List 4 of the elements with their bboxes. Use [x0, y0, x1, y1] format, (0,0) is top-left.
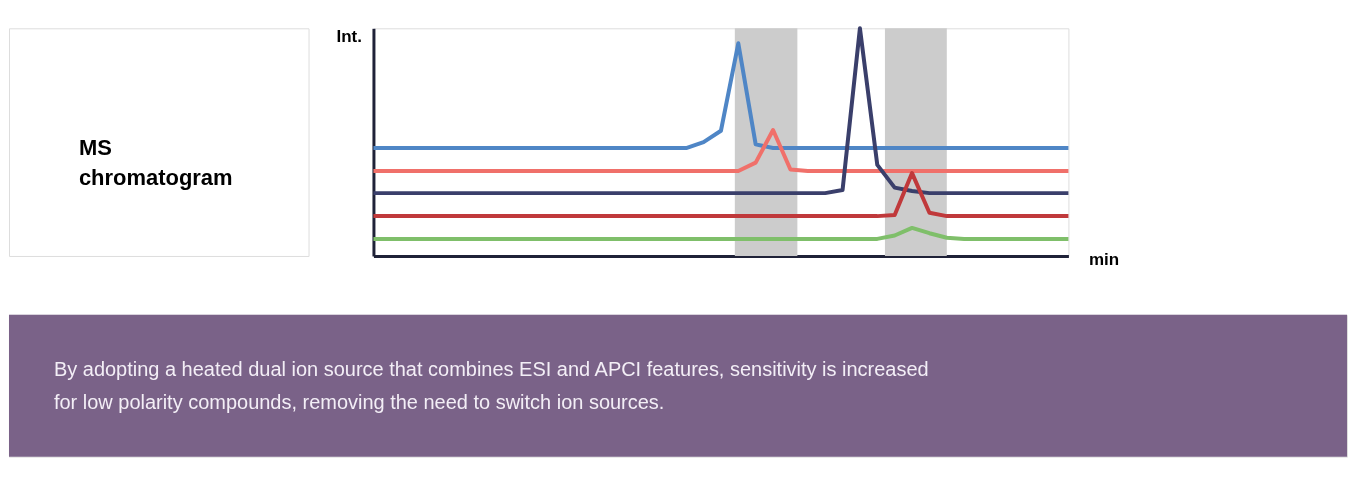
- text: MS chromatogram: [78, 135, 233, 191]
- x-axis-title: min: [1088, 250, 1120, 270]
- y-axis-title: Int.: [336, 26, 362, 46]
- text: By adopting a heated dual ion source that combines ESI and APCI features, sensitivity is increased for low polarity compounds, removing the need to switch ion sources.: [53, 357, 929, 413]
